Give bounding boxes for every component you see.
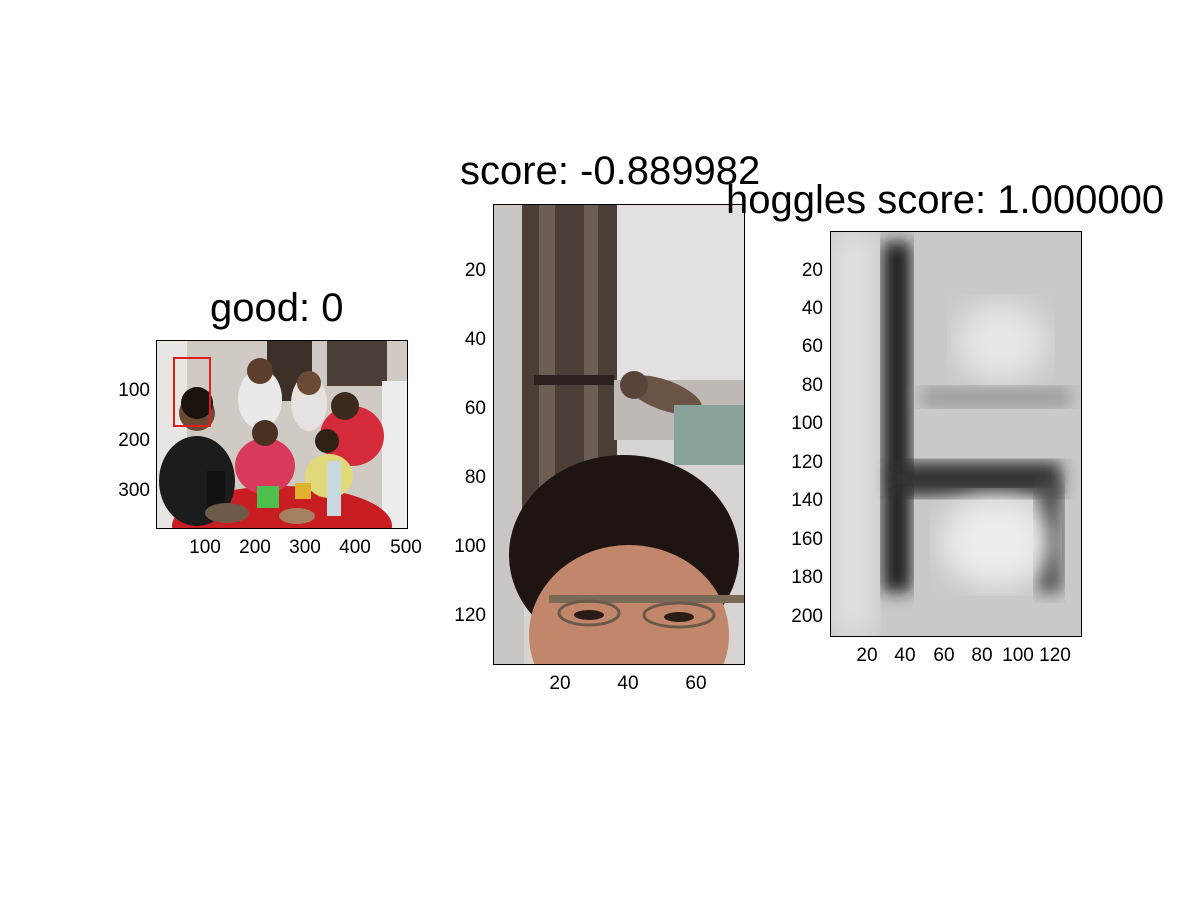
hoggles-axes	[830, 231, 1082, 637]
p3-xtick: 120	[1025, 646, 1085, 665]
p3-ytick: 180	[763, 568, 823, 587]
p3-ytick: 80	[763, 376, 823, 395]
p2-ytick: 60	[426, 399, 486, 418]
p3-ytick: 160	[763, 530, 823, 549]
p2-ytick: 120	[426, 606, 486, 625]
p3-ytick: 40	[763, 299, 823, 318]
p2-ytick: 20	[426, 261, 486, 280]
p3-ytick: 100	[763, 414, 823, 433]
p3-ytick: 140	[763, 491, 823, 510]
group-photo-image	[157, 341, 407, 528]
panel2-title: score: -0.889982	[460, 151, 760, 191]
p1-ytick: 100	[90, 381, 150, 400]
p2-xtick: 40	[598, 674, 658, 693]
group-photo-axes	[156, 340, 408, 529]
p3-ytick: 60	[763, 337, 823, 356]
p2-ytick: 40	[426, 330, 486, 349]
p1-ytick: 300	[90, 481, 150, 500]
face-crop-image	[494, 205, 744, 664]
p2-xtick: 20	[530, 674, 590, 693]
p3-ytick: 20	[763, 261, 823, 280]
panel3-title: hoggles score: 1.000000	[726, 180, 1164, 220]
face-crop-axes	[493, 204, 745, 665]
p2-ytick: 80	[426, 468, 486, 487]
panel1-title: good: 0	[210, 288, 343, 328]
p2-xtick: 60	[666, 674, 726, 693]
hoggles-image	[831, 232, 1081, 636]
p3-ytick: 200	[763, 607, 823, 626]
p3-ytick: 120	[763, 453, 823, 472]
p1-ytick: 200	[90, 431, 150, 450]
p2-ytick: 100	[426, 537, 486, 556]
